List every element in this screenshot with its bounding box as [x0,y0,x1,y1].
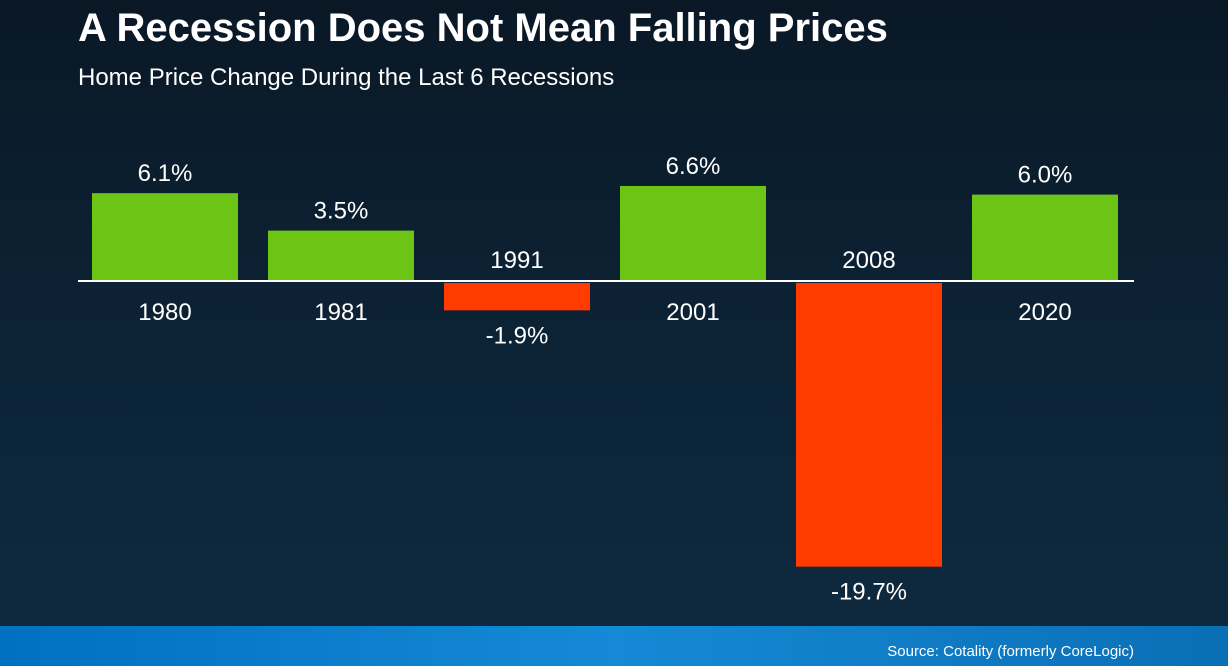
bar-2020 [972,195,1118,281]
category-label-2001: 2001 [666,299,719,326]
footer-bar: Source: Cotality (formerly CoreLogic) [0,626,1228,666]
category-label-1981: 1981 [314,299,367,326]
bars-group [92,186,1118,567]
category-label-2008: 2008 [842,247,895,274]
category-label-2020: 2020 [1018,299,1071,326]
bar-chart: 6.1% 1980 3.5% 1981 -1.9% 1991 6.6% 2001 -19.7% 2… [0,0,1228,626]
bar-2001 [620,186,766,281]
bar-1981 [268,231,414,281]
bar-1991 [444,283,590,310]
category-label-1991: 1991 [490,247,543,274]
value-label-2001: 6.6% [666,153,721,180]
value-label-1991: -1.9% [486,322,549,349]
category-label-1980: 1980 [138,299,191,326]
value-label-2008: -19.7% [831,579,907,606]
value-label-1981: 3.5% [314,198,369,225]
bar-2008 [796,283,942,567]
value-label-2020: 6.0% [1018,162,1073,189]
bar-1980 [92,193,238,281]
value-label-1980: 6.1% [138,160,193,187]
source-note: Source: Cotality (formerly CoreLogic) [887,643,1134,660]
